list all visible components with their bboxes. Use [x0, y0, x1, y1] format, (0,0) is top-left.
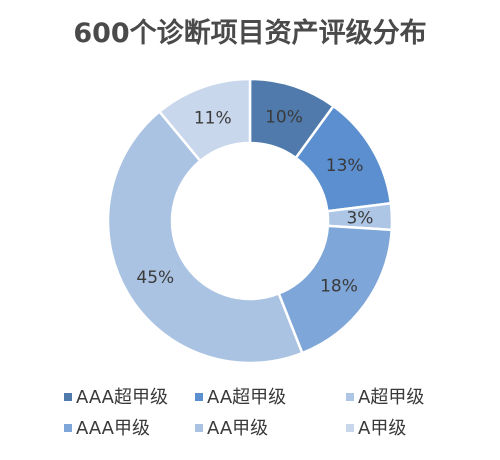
slice-label-5: 45% [136, 268, 174, 288]
slice-label-1: 10% [265, 107, 303, 127]
slice-6 [157, 77, 252, 163]
slice-5 [106, 109, 304, 365]
legend-label-5: AA甲级 [207, 418, 268, 439]
legend-swatch-6 [346, 424, 354, 432]
legend-swatch-4 [64, 424, 72, 432]
slice-labels: 10% 13% 3% 18% 45% 11% [136, 107, 373, 296]
legend-label-1: AAA超甲级 [76, 387, 168, 408]
legend-label-2: AA超甲级 [207, 387, 286, 408]
legend-label-6: A甲级 [358, 418, 406, 439]
legend-label-3: A超甲级 [358, 387, 424, 408]
legend-swatch-5 [195, 424, 203, 432]
slice-label-6: 11% [194, 109, 232, 129]
legend: AAA超甲级 AA超甲级 A超甲级 AAA甲级 AA甲级 A甲级 [64, 387, 424, 439]
donut-slices [106, 77, 394, 365]
legend-swatch-2 [195, 393, 203, 401]
legend-swatch-3 [346, 393, 354, 401]
legend-label-4: AAA甲级 [76, 418, 150, 439]
slice-label-4: 18% [320, 277, 358, 297]
legend-swatch-1 [64, 393, 72, 401]
slice-label-2: 13% [326, 156, 364, 176]
slice-4 [277, 224, 394, 355]
chart-title: 600个诊断项目资产评级分布 [73, 17, 426, 49]
slice-label-3: 3% [346, 209, 373, 229]
